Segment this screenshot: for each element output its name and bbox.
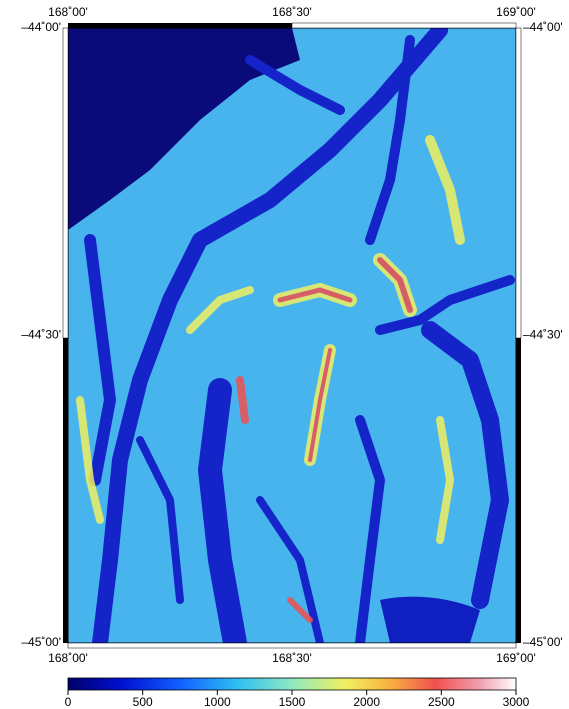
lon-label: 169˚00' <box>496 5 536 19</box>
lon-label: 168˚00' <box>48 651 88 665</box>
lat-label: –44˚00' <box>523 20 563 34</box>
lon-label: 168˚30' <box>272 5 312 19</box>
colorbar-tick-label: 3000 <box>503 695 530 709</box>
colorbar-tick-label: 2000 <box>353 695 380 709</box>
lat-label: –45˚00' <box>21 635 61 649</box>
lat-label: –45˚00' <box>523 635 563 649</box>
lat-label: –44˚00' <box>21 20 61 34</box>
colorbar-tick-label: 500 <box>133 695 153 709</box>
lon-label: 168˚00' <box>48 5 88 19</box>
colorbar-tick-label: 0 <box>65 695 72 709</box>
colorbar <box>68 678 516 690</box>
map-figure: 168˚00' 168˚00' 168˚30' 168˚30' 169˚00' 169˚0… <box>0 0 569 709</box>
colorbar-tick-label: 2500 <box>428 695 455 709</box>
elevation-map <box>68 28 516 643</box>
lat-label: –44˚30' <box>523 328 563 342</box>
colorbar-tick-label: 1000 <box>204 695 231 709</box>
lon-label: 168˚30' <box>272 651 312 665</box>
colorbar-tick-label: 1500 <box>279 695 306 709</box>
lat-label: –44˚30' <box>21 328 61 342</box>
lon-label: 169˚00' <box>496 651 536 665</box>
